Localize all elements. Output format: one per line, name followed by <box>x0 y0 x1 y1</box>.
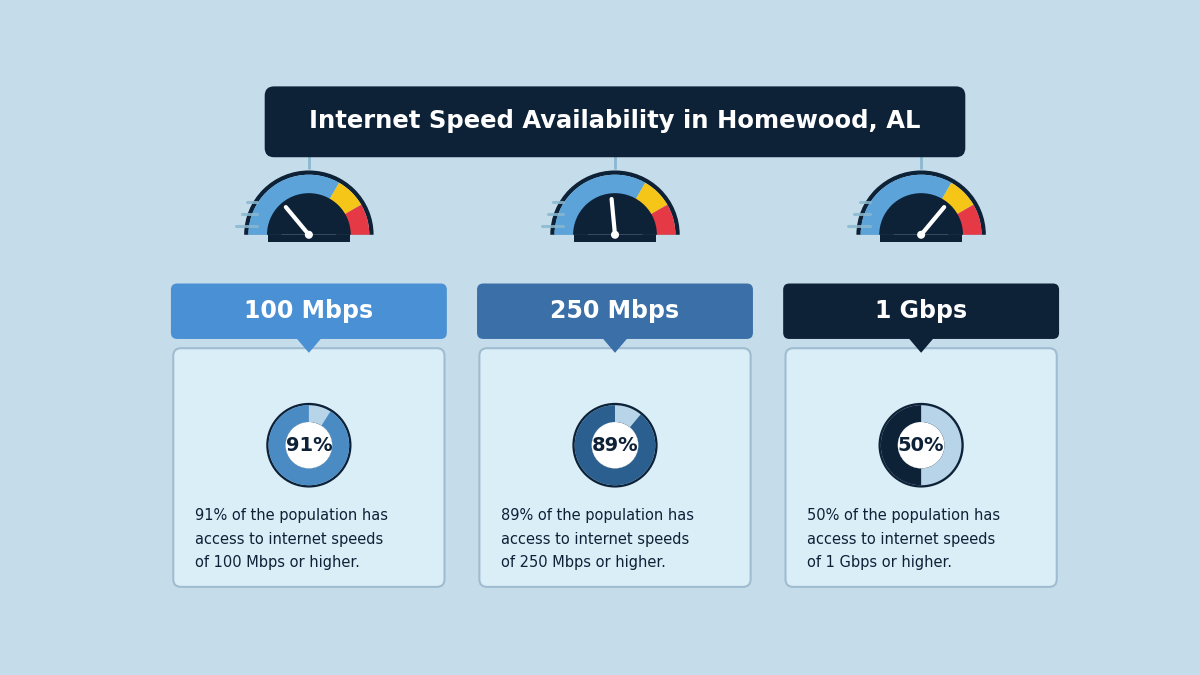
Polygon shape <box>598 333 632 353</box>
Text: 91%: 91% <box>286 435 332 455</box>
Wedge shape <box>636 183 667 215</box>
Wedge shape <box>650 205 676 235</box>
Circle shape <box>899 423 943 468</box>
Polygon shape <box>268 235 350 242</box>
Wedge shape <box>266 403 352 487</box>
Polygon shape <box>292 333 326 353</box>
Wedge shape <box>554 175 676 235</box>
Wedge shape <box>860 175 952 235</box>
Wedge shape <box>244 171 373 235</box>
Text: Internet Speed Availability in Homewood, AL: Internet Speed Availability in Homewood,… <box>310 109 920 133</box>
Wedge shape <box>942 183 973 215</box>
Wedge shape <box>248 175 370 235</box>
Wedge shape <box>269 405 349 485</box>
Wedge shape <box>554 175 646 235</box>
Wedge shape <box>575 405 655 485</box>
Circle shape <box>593 423 637 468</box>
Circle shape <box>287 423 331 468</box>
Text: 50% of the population has
access to internet speeds
of 1 Gbps or higher.: 50% of the population has access to inte… <box>808 508 1001 570</box>
Wedge shape <box>551 171 679 235</box>
FancyBboxPatch shape <box>478 284 752 339</box>
Wedge shape <box>878 403 964 487</box>
Wedge shape <box>266 193 350 235</box>
Circle shape <box>612 232 618 238</box>
FancyBboxPatch shape <box>784 284 1060 339</box>
Wedge shape <box>956 205 982 235</box>
Wedge shape <box>881 405 922 485</box>
Polygon shape <box>904 333 938 353</box>
Wedge shape <box>344 205 370 235</box>
Text: 89% of the population has
access to internet speeds
of 250 Mbps or higher.: 89% of the population has access to inte… <box>502 508 694 570</box>
Text: 91% of the population has
access to internet speeds
of 100 Mbps or higher.: 91% of the population has access to inte… <box>194 508 388 570</box>
Text: 89%: 89% <box>592 435 638 455</box>
Wedge shape <box>330 183 361 215</box>
FancyBboxPatch shape <box>265 86 965 157</box>
Wedge shape <box>572 403 658 487</box>
Wedge shape <box>857 171 986 235</box>
Wedge shape <box>248 175 340 235</box>
Polygon shape <box>574 235 656 242</box>
FancyBboxPatch shape <box>173 348 444 587</box>
Text: 1 Gbps: 1 Gbps <box>875 299 967 323</box>
Circle shape <box>306 232 312 238</box>
Text: 50%: 50% <box>898 435 944 455</box>
Wedge shape <box>574 193 656 235</box>
Wedge shape <box>880 193 964 235</box>
Wedge shape <box>269 405 349 485</box>
Wedge shape <box>881 405 961 485</box>
Wedge shape <box>575 405 655 485</box>
Wedge shape <box>860 175 982 235</box>
Text: 250 Mbps: 250 Mbps <box>551 299 679 323</box>
Circle shape <box>918 232 924 238</box>
FancyBboxPatch shape <box>170 284 446 339</box>
Polygon shape <box>880 235 962 242</box>
Text: 100 Mbps: 100 Mbps <box>245 299 373 323</box>
FancyBboxPatch shape <box>786 348 1057 587</box>
FancyBboxPatch shape <box>479 348 751 587</box>
